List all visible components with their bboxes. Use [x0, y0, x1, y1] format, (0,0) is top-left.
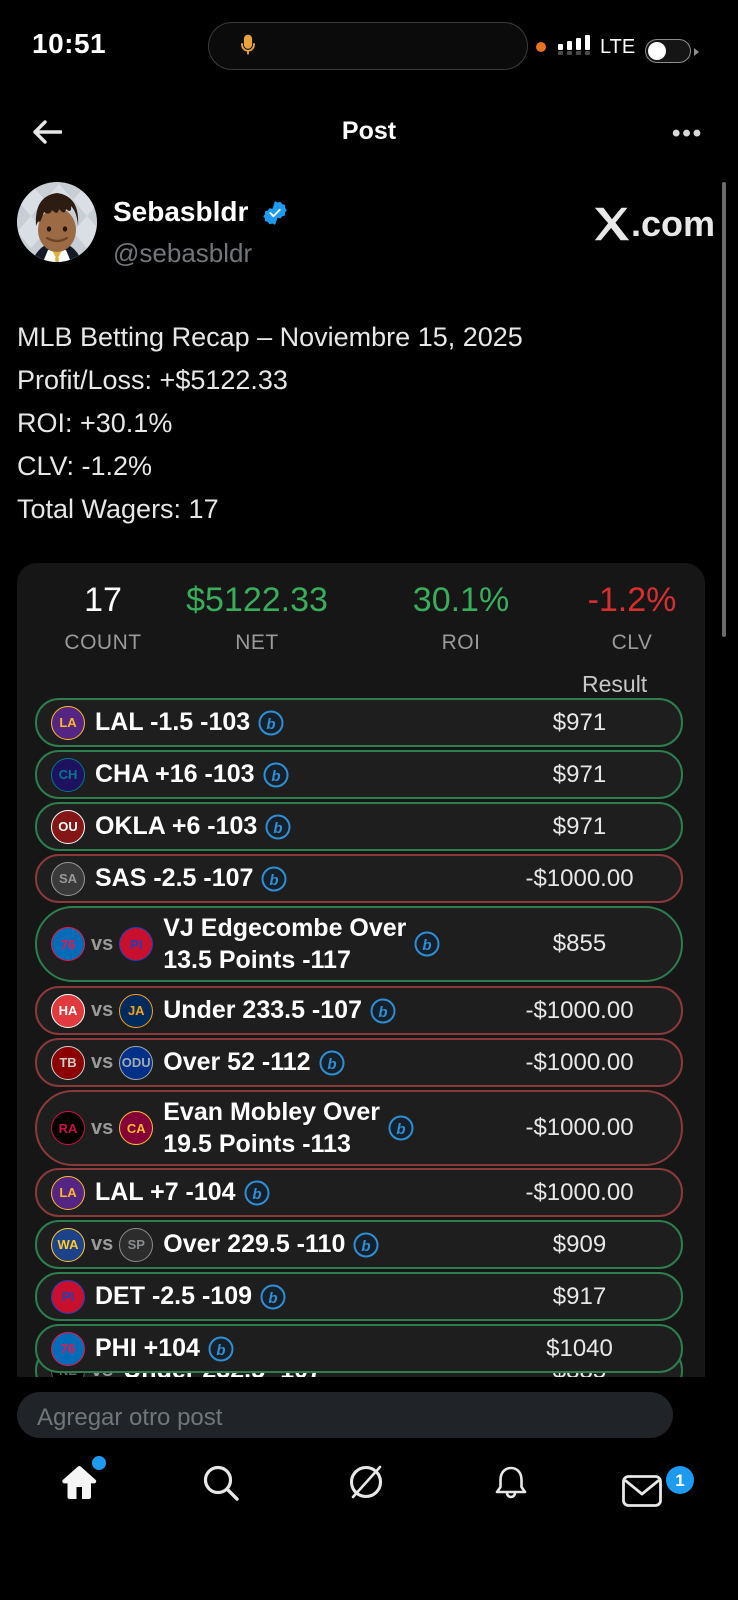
svg-text:b: b — [252, 1186, 261, 1203]
svg-text:b: b — [267, 716, 276, 733]
svg-text:b: b — [396, 1121, 405, 1138]
svg-text:b: b — [271, 768, 280, 785]
svg-text:b: b — [268, 1290, 277, 1307]
svg-text:b: b — [274, 820, 283, 837]
svg-text:b: b — [362, 1238, 371, 1255]
svg-text:b: b — [270, 872, 279, 889]
svg-text:b: b — [216, 1342, 225, 1359]
svg-text:b: b — [423, 937, 432, 954]
svg-text:1: 1 — [675, 1471, 684, 1490]
svg-text:b: b — [327, 1056, 336, 1073]
svg-text:b: b — [378, 1004, 387, 1021]
